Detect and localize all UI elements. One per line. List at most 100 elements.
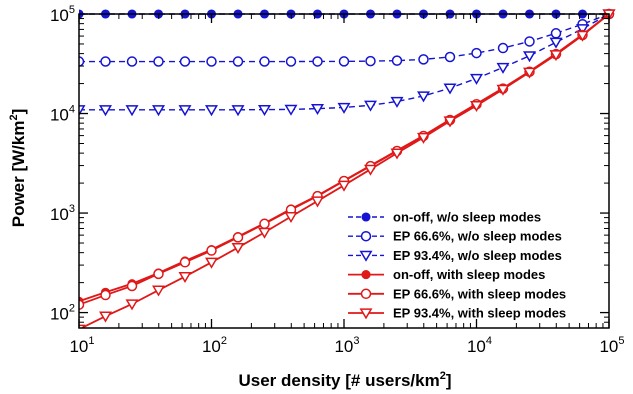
series-6-point <box>99 311 112 323</box>
legend-marker <box>361 212 371 222</box>
series-2-point <box>126 56 138 67</box>
legend-marker <box>361 270 371 280</box>
x-tick-label: 105 <box>599 335 624 356</box>
series-3-point <box>496 62 510 74</box>
series-2-point <box>418 54 429 65</box>
y-tick-label: 102 <box>50 303 75 324</box>
series-3-point <box>549 37 563 49</box>
series-3 <box>79 9 616 117</box>
y-axis-title: Power [W/km2] <box>8 109 28 228</box>
series-3-point <box>443 83 457 95</box>
series-2-point <box>497 42 509 54</box>
series-2-point <box>100 56 111 67</box>
series-6-point <box>496 84 510 96</box>
x-axis-title: User density [# users/km2] <box>238 370 451 390</box>
series-3-point <box>79 105 86 117</box>
series-2-point <box>285 56 297 67</box>
x-tick-label: 101 <box>69 335 94 356</box>
series-6-point <box>576 30 589 42</box>
series-6-point <box>390 148 404 160</box>
legend: on-off, w/o sleep modes EP 66.6%, w/o sle… <box>348 210 566 321</box>
series-3-point <box>178 105 192 117</box>
series-6-point <box>178 271 192 283</box>
legend-label: EP 66.6%, with sleep modes <box>393 286 566 301</box>
legend-marker <box>360 230 372 242</box>
legend-label: EP 66.6%, w/o sleep modes <box>393 229 562 244</box>
series-2-point <box>524 36 535 47</box>
legend-label: EP 93.4%, w/o sleep modes <box>393 248 562 263</box>
series-5-point <box>232 232 244 243</box>
series-3-point <box>205 105 218 117</box>
legend-entry-5: EP 66.6%, with sleep modes <box>348 286 566 301</box>
legend-entry-6: EP 93.4%, with sleep modes <box>348 306 566 321</box>
series-2-point <box>153 56 164 67</box>
series-3-point <box>470 73 483 85</box>
legend-marker <box>359 308 373 320</box>
series-3-point <box>152 105 165 117</box>
series-3-point <box>364 100 377 112</box>
series-6-point <box>470 101 483 113</box>
x-tick-label: 104 <box>467 335 492 356</box>
series-3-point <box>125 105 139 117</box>
series-5-point <box>259 218 270 230</box>
legend-marker <box>359 250 373 262</box>
series-6-point <box>258 227 271 239</box>
series-3-point <box>337 102 351 114</box>
series-2-point <box>259 56 270 67</box>
series-6-point <box>364 164 377 176</box>
series-2-point <box>444 51 456 63</box>
series-3-point <box>284 104 298 116</box>
series-6-point <box>523 67 536 79</box>
series-6-point <box>549 50 563 62</box>
series-2-point <box>338 56 350 67</box>
legend-entry-1: on-off, w/o sleep modes <box>348 210 541 225</box>
series-6-point <box>125 299 139 311</box>
series-3-point <box>258 104 271 117</box>
series-5-point <box>153 268 164 280</box>
series-5-point <box>126 280 138 292</box>
series-6-point <box>284 212 298 224</box>
legend-entry-3: EP 93.4%, w/o sleep modes <box>348 248 562 263</box>
series-3-point <box>523 51 536 63</box>
series-6-point <box>337 180 351 192</box>
series-2-point <box>232 56 244 67</box>
legend-label: on-off, with sleep modes <box>393 267 545 282</box>
series-3-point <box>99 105 112 117</box>
y-tick-label: 104 <box>50 104 75 125</box>
legend-marker <box>360 288 372 300</box>
x-tick-label: 103 <box>334 335 359 356</box>
series-2-point <box>79 56 85 67</box>
series-6-point <box>152 285 165 297</box>
series-3-point <box>311 103 324 116</box>
series-5-point <box>79 299 85 310</box>
series-2-point <box>179 56 191 67</box>
legend-entry-4: on-off, with sleep modes <box>348 267 545 282</box>
series-3-point <box>231 105 245 117</box>
axes: 101 102 103 104 105 102 103 104 105 <box>50 4 625 356</box>
y-tick-label: 103 <box>50 203 75 224</box>
legend-entry-2: EP 66.6%, w/o sleep modes <box>348 229 562 244</box>
series-6-point <box>205 257 218 269</box>
y-tick-label: 105 <box>50 4 75 25</box>
series-group <box>79 8 616 328</box>
series-2-point <box>471 47 482 59</box>
series-6-point <box>443 116 457 128</box>
series-6-point <box>231 242 245 254</box>
series-3-point <box>390 96 404 108</box>
series-2-point <box>550 28 562 39</box>
plot-area <box>79 8 616 328</box>
series-2-point <box>365 55 376 67</box>
x-tick-label: 102 <box>202 335 227 356</box>
series-5-point <box>206 245 217 256</box>
series-6-point <box>311 196 324 208</box>
series-3-point <box>576 24 589 36</box>
series-2-point <box>312 56 323 67</box>
series-3-point <box>417 91 430 103</box>
legend-label: on-off, w/o sleep modes <box>393 210 541 225</box>
series-2-point <box>206 56 217 67</box>
series-5-point <box>179 257 191 268</box>
series-2-point <box>391 55 403 66</box>
series-6-point <box>417 132 430 144</box>
legend-label: EP 93.4%, with sleep modes <box>393 306 566 321</box>
